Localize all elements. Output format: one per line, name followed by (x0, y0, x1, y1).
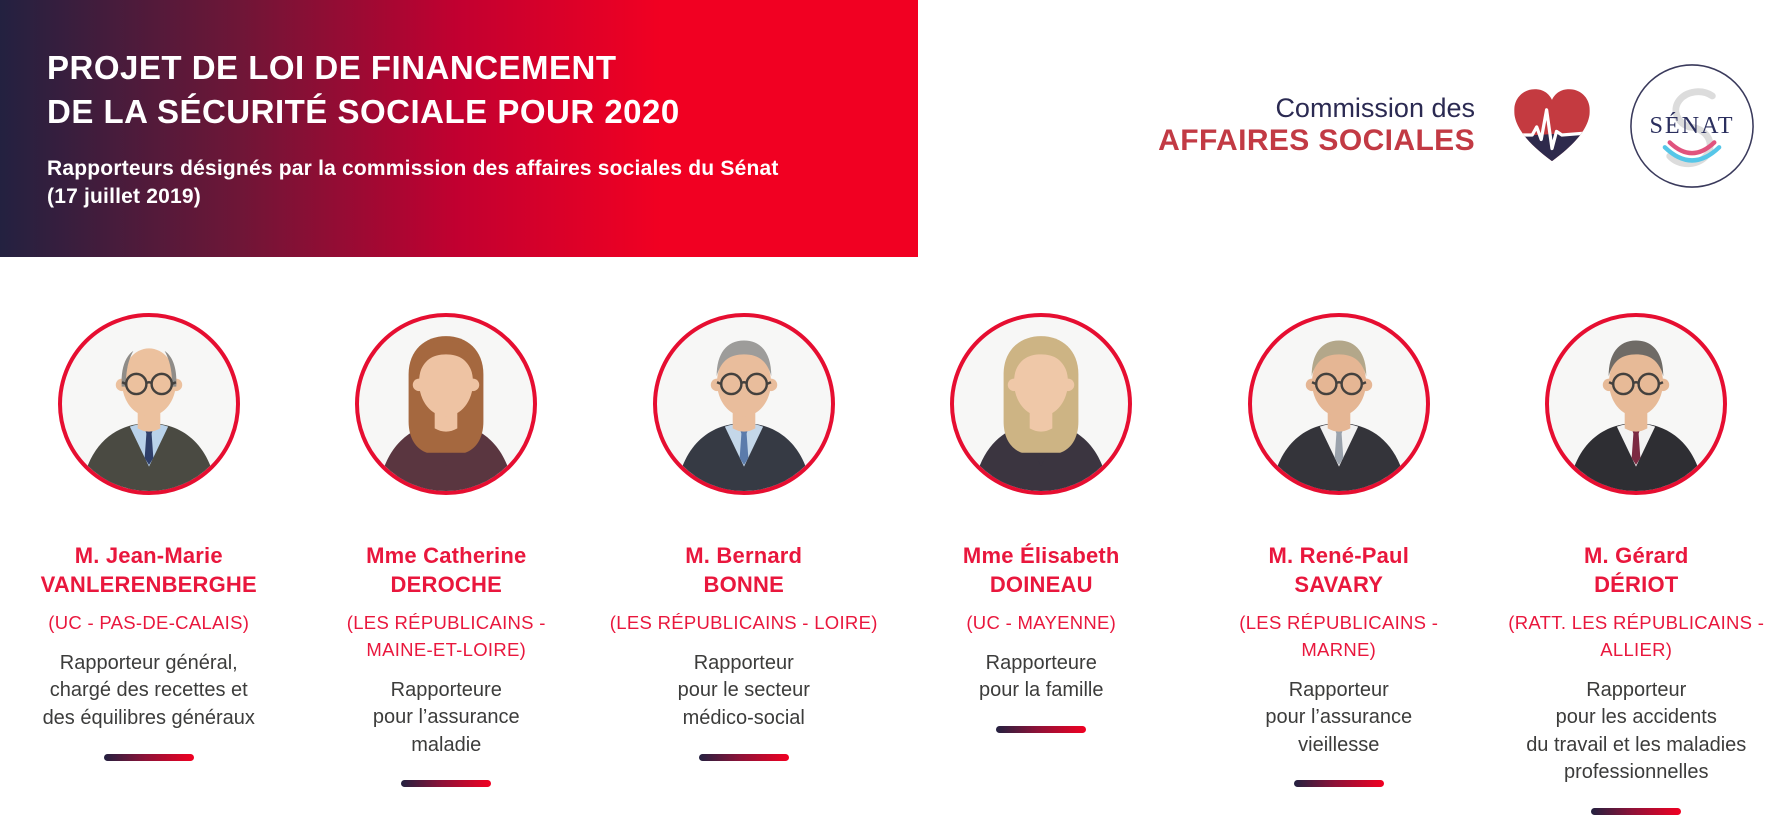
photo-frame (57, 313, 240, 495)
rapporteur-name: Mme Catherine DEROCHE (366, 543, 527, 598)
skin-shapes (710, 348, 777, 432)
rapporteur-role: Rapporteure pour l’assurance maladie (372, 678, 520, 756)
accent-underline (1293, 780, 1384, 788)
rapporteur-name: M. Jean-Marie VANLERENBERGHE (40, 543, 257, 598)
skin-shapes (413, 348, 480, 432)
rapporteur-card-savary: M. René-Paul SAVARY (LES RÉPUBLICAINS - … (1190, 313, 1488, 788)
accent-underline (698, 753, 789, 761)
rapporteur-name: M. René-Paul SAVARY (1268, 543, 1410, 598)
glasses-icon (1608, 372, 1664, 396)
skin-shapes (1008, 348, 1075, 432)
photo-frame (950, 313, 1133, 495)
photo-frame (652, 313, 835, 495)
rapporteur-role: Rapporteur général, chargé des recettes … (42, 651, 255, 730)
header-banner: PROJET DE LOI DE FINANCEMENT DE LA SÉCUR… (0, 0, 918, 257)
rapporteur-card-deriot: M. Gérard DÉRIOT (RATT. LES RÉPUBLICAINS… (1488, 313, 1785, 816)
page-title: PROJET DE LOI DE FINANCEMENT DE LA SÉCUR… (47, 49, 680, 130)
glasses-icon (121, 372, 177, 396)
rapporteur-role: Rapporteur pour le secteur médico-social (677, 651, 810, 730)
rapporteur-party: (UC - MAYENNE) (966, 612, 1117, 634)
rapporteur-party: (LES RÉPUBLICAINS - LOIRE) (609, 612, 878, 634)
portrait-photo (80, 348, 217, 491)
accent-underline (1591, 808, 1682, 816)
portrait-photo (378, 336, 515, 491)
rapporteur-name: M. Bernard BONNE (685, 543, 803, 598)
portrait-photo (973, 336, 1110, 491)
rapporteur-card-deroche: Mme Catherine DEROCHE (LES RÉPUBLICAINS … (298, 313, 596, 788)
portrait-photo (1568, 340, 1705, 491)
rapporteur-party: (UC - PAS-DE-CALAIS) (48, 612, 250, 634)
rapporteurs-row: M. Jean-Marie VANLERENBERGHE (UC - PAS-D… (0, 313, 1785, 816)
accent-underline (996, 726, 1087, 734)
rapporteur-card-vanlerenberghe: M. Jean-Marie VANLERENBERGHE (UC - PAS-D… (0, 313, 298, 761)
rapporteur-role: Rapporteure pour la famille (978, 651, 1104, 702)
photo-frame (1545, 313, 1728, 495)
portrait-photo (675, 340, 812, 491)
senat-label: SÉNAT (1649, 111, 1734, 139)
portrait-photo (1270, 340, 1407, 491)
glasses-icon (1311, 372, 1367, 396)
rapporteur-party: (LES RÉPUBLICAINS - MARNE) (1239, 612, 1439, 660)
photo-frame (355, 313, 538, 495)
logo-block: Commission des AFFAIRES SOCIALES SÉNAT (1095, 52, 1755, 200)
rapporteur-card-doineau: Mme Élisabeth DOINEAU (UC - MAYENNE) Rap… (893, 313, 1191, 734)
heart-ekg-icon (1514, 89, 1590, 162)
page-subtitle: Rapporteurs désignés par la commission d… (47, 157, 779, 209)
rapporteur-name: M. Gérard DÉRIOT (1584, 543, 1689, 598)
senat-logo: SÉNAT (1630, 64, 1754, 188)
rapporteur-role: Rapporteur pour les accidents du travail… (1526, 678, 1747, 784)
rapporteur-party: (LES RÉPUBLICAINS - MAINE-ET-LOIRE) (346, 612, 546, 660)
rapporteur-name: Mme Élisabeth DOINEAU (962, 543, 1120, 598)
rapporteur-party: (RATT. LES RÉPUBLICAINS - ALLIER) (1508, 612, 1765, 660)
accent-underline (401, 780, 492, 788)
rapporteur-role: Rapporteur pour l’assurance vieillesse (1265, 678, 1413, 756)
commission-logo-text: Commission des AFFAIRES SOCIALES (1158, 93, 1475, 159)
photo-frame (1247, 313, 1430, 495)
accent-underline (103, 753, 194, 761)
rapporteur-card-bonne: M. Bernard BONNE (LES RÉPUBLICAINS - LOI… (595, 313, 893, 761)
glasses-icon (716, 372, 772, 396)
commission-label: Commission des (1275, 93, 1475, 124)
commission-name: AFFAIRES SOCIALES (1158, 124, 1475, 158)
